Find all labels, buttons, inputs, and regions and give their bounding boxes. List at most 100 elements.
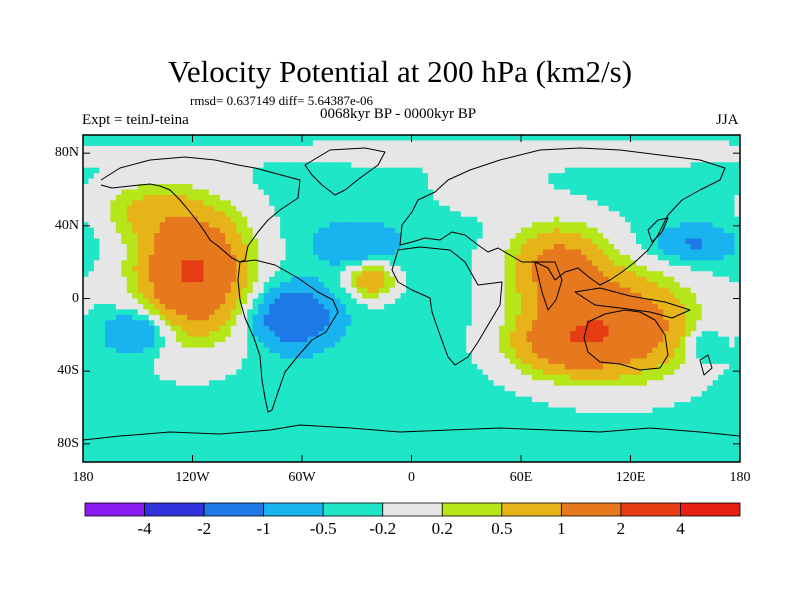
field-cell [433, 254, 440, 261]
field-cell [258, 282, 265, 289]
field-cell [531, 347, 539, 354]
field-cell [340, 331, 347, 338]
field-cell [734, 249, 740, 256]
field-cell [225, 173, 232, 180]
field-cell [351, 244, 358, 251]
field-cell [318, 162, 325, 169]
field-cell [449, 358, 456, 365]
field-cell [416, 303, 424, 310]
field-cell [373, 222, 380, 229]
field-cell [696, 145, 703, 152]
field-cell [521, 222, 528, 229]
field-cell [165, 140, 172, 147]
field-cell [165, 298, 172, 305]
field-cell [422, 238, 429, 245]
field-cell [126, 167, 133, 174]
field-cell [187, 140, 194, 147]
field-cell [668, 151, 675, 158]
field-cell [542, 167, 549, 174]
field-cell [690, 238, 697, 245]
field-cell [334, 145, 341, 152]
field-cell [115, 347, 122, 354]
field-cell [143, 205, 150, 212]
field-cell [192, 216, 199, 223]
field-cell [581, 282, 588, 289]
field-cell [466, 178, 473, 185]
field-cell [625, 189, 632, 196]
field-cell [444, 205, 451, 212]
field-cell [329, 325, 336, 332]
field-cell [427, 200, 434, 207]
field-cell [312, 200, 320, 207]
field-cell [395, 173, 402, 180]
contour-field [83, 135, 740, 462]
field-cell [674, 254, 681, 261]
field-cell [406, 314, 413, 321]
field-cell [395, 140, 402, 147]
field-cell [504, 303, 511, 310]
field-cell [307, 173, 314, 180]
field-cell [427, 260, 434, 267]
field-cell [181, 353, 188, 360]
field-cell [389, 249, 396, 256]
field-cell [291, 347, 298, 354]
field-cell [219, 298, 226, 305]
field-cell [83, 194, 90, 201]
field-cell [586, 189, 593, 196]
field-cell [701, 167, 708, 174]
field-cell [679, 167, 686, 174]
field-cell [104, 167, 111, 174]
field-cell [646, 282, 653, 289]
field-cell [493, 140, 500, 147]
field-cell [362, 254, 369, 261]
field-cell [104, 287, 111, 294]
field-cell [542, 194, 549, 201]
field-cell [219, 238, 226, 245]
field-cell [247, 227, 254, 234]
field-cell [553, 336, 560, 343]
field-cell [258, 227, 265, 234]
field-cell [674, 353, 681, 360]
field-cell [225, 254, 232, 261]
field-cell [526, 336, 533, 343]
field-cell [433, 151, 440, 158]
field-cell [564, 205, 571, 212]
field-cell [493, 145, 500, 152]
field-cell [630, 298, 637, 305]
field-cell [148, 254, 155, 261]
field-cell [214, 353, 221, 360]
field-cell [154, 189, 161, 196]
field-cell [329, 178, 336, 185]
field-cell [104, 151, 111, 158]
field-cell [362, 249, 369, 256]
field-cell [378, 282, 385, 289]
field-cell [148, 293, 155, 300]
field-cell [219, 194, 226, 201]
field-cell [718, 178, 725, 185]
field-cell [707, 331, 714, 338]
field-cell [115, 271, 122, 278]
field-cell [197, 244, 205, 251]
field-cell [340, 320, 347, 327]
field-cell [499, 162, 506, 169]
field-cell [416, 162, 424, 169]
field-cell [685, 287, 692, 294]
field-cell [504, 314, 511, 321]
field-cell [701, 353, 708, 360]
field-cell [674, 282, 681, 289]
field-cell [614, 194, 621, 201]
field-cell [608, 184, 615, 191]
field-cell [630, 325, 637, 332]
field-cell [723, 184, 730, 191]
field-cell [241, 211, 248, 218]
field-cell [362, 331, 369, 338]
field-cell [159, 287, 166, 294]
field-cell [219, 309, 226, 316]
field-cell [165, 227, 172, 234]
field-cell [137, 320, 144, 327]
field-cell [466, 156, 473, 163]
field-cell [657, 173, 664, 180]
field-cell [241, 178, 248, 185]
field-cell [214, 227, 221, 234]
field-cell [406, 282, 413, 289]
